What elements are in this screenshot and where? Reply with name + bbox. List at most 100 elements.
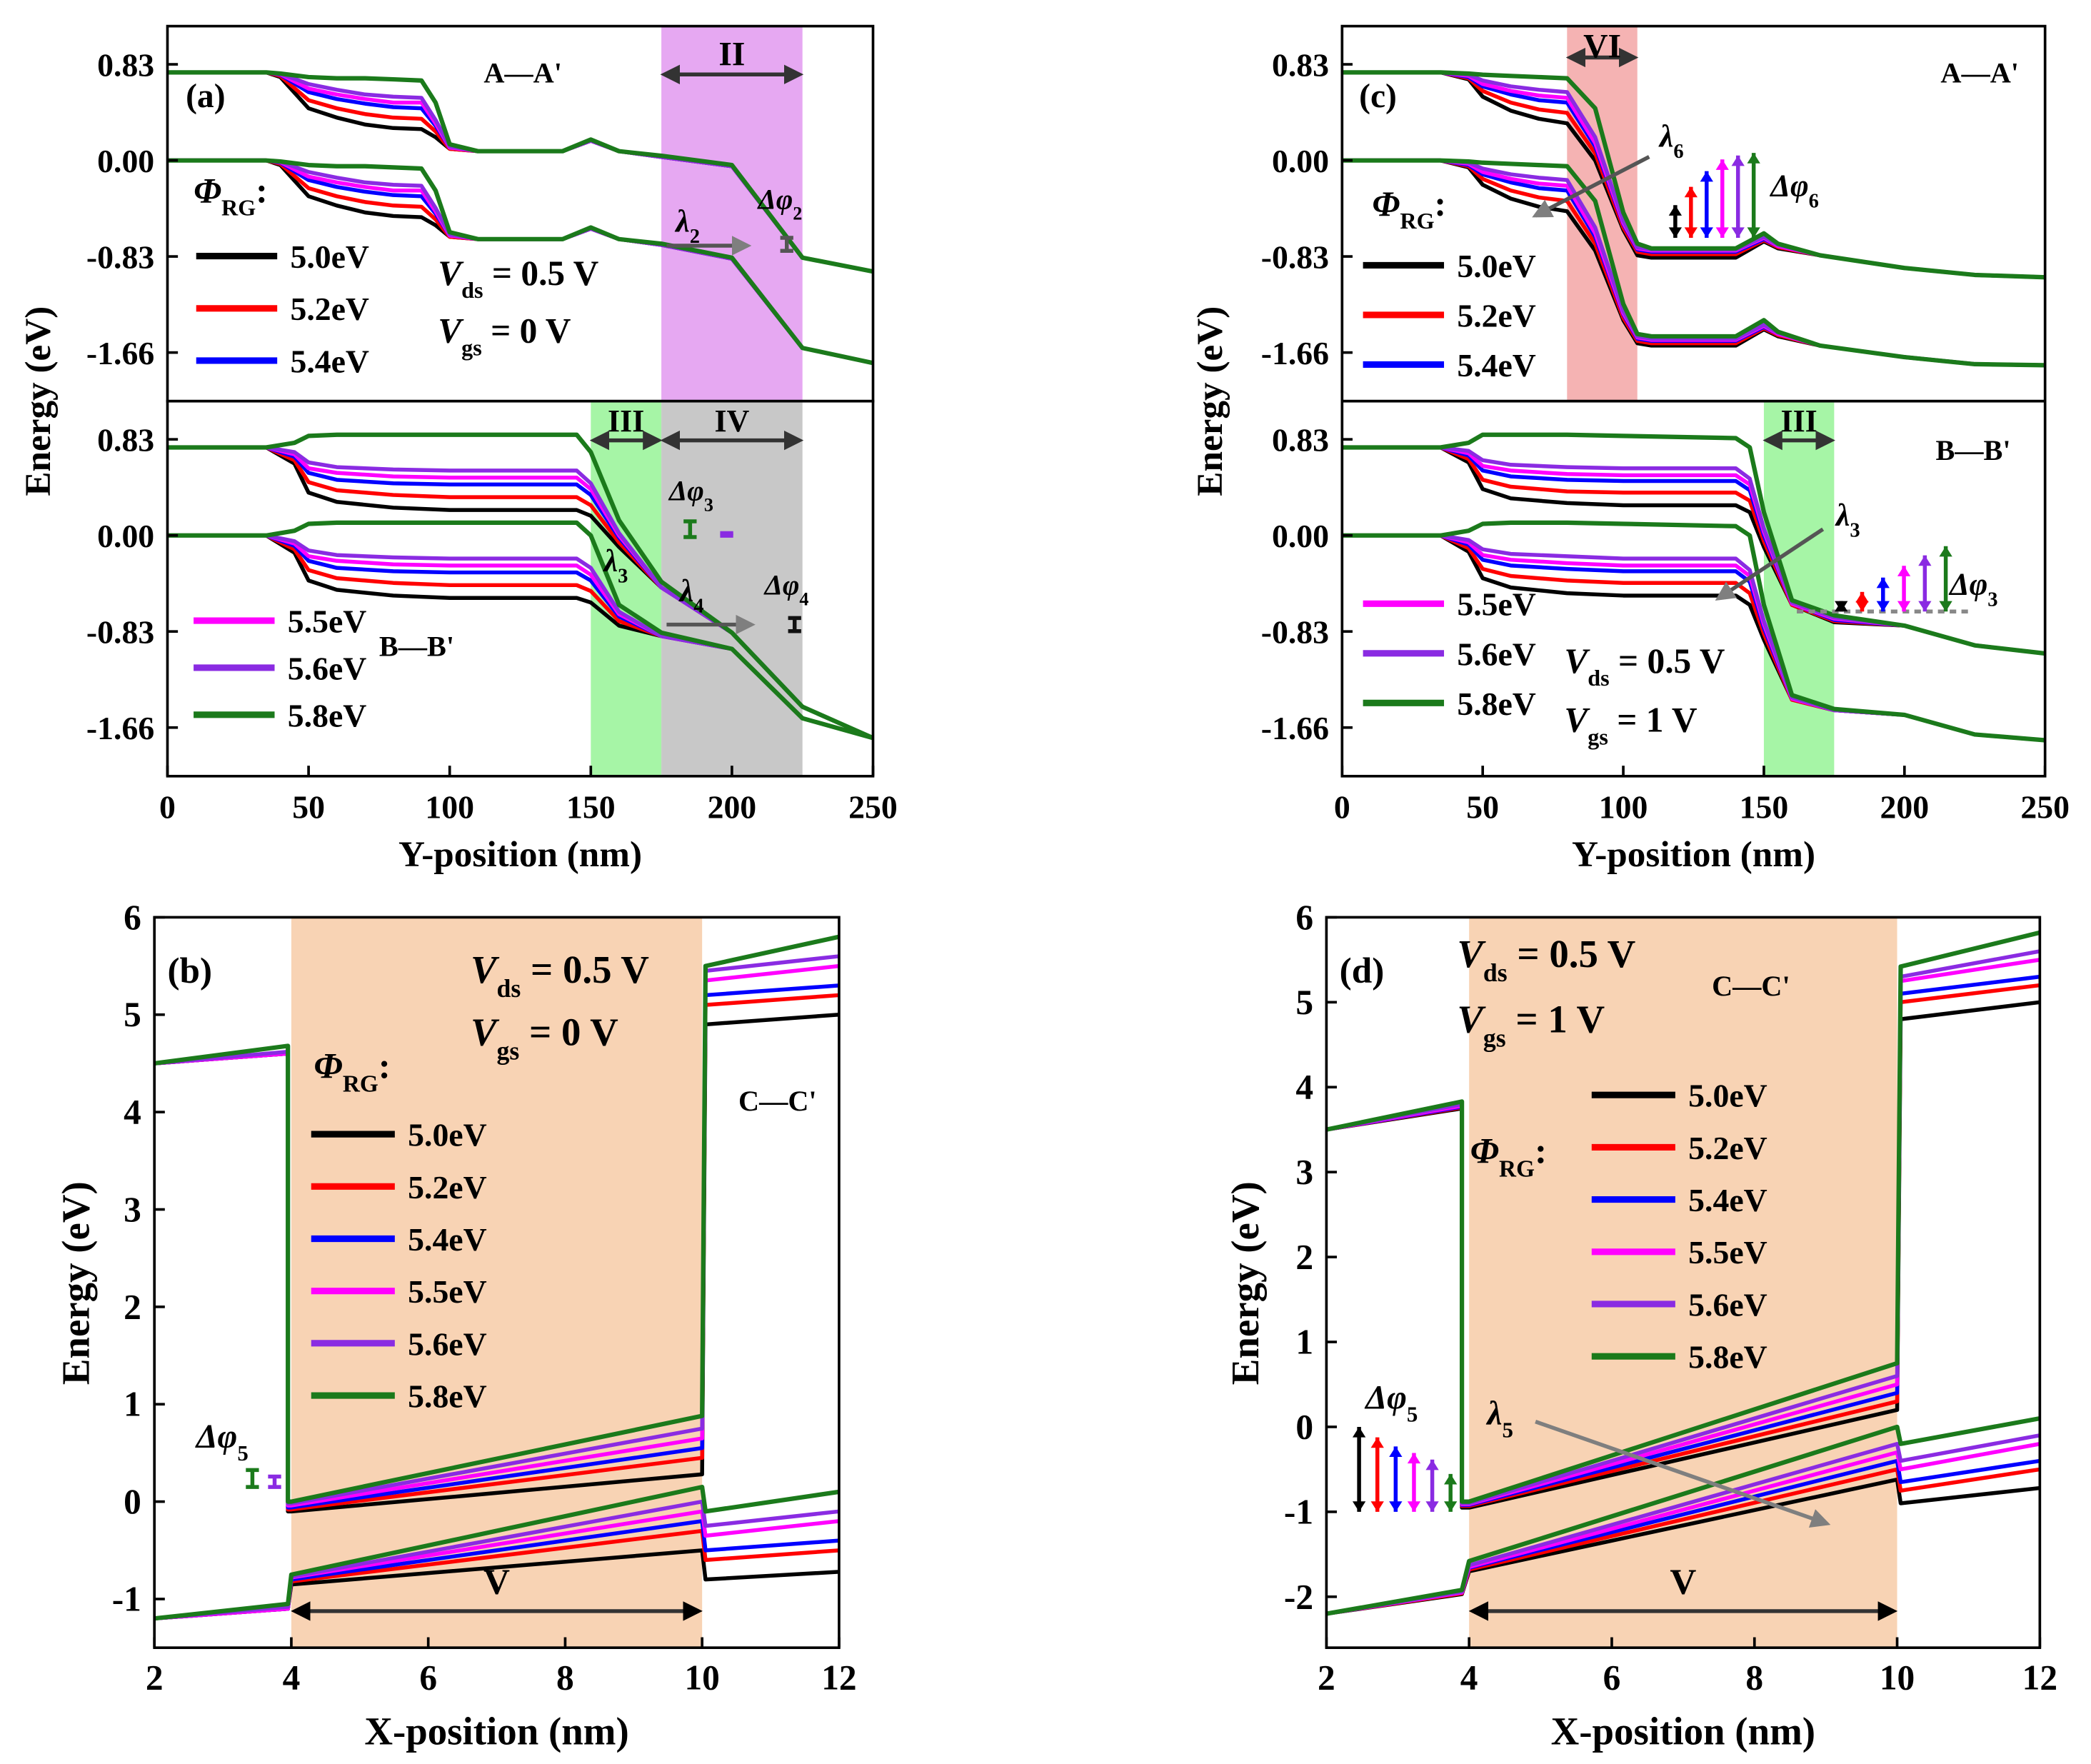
y-tick-label: 0.83 — [1272, 47, 1329, 84]
lambda-3-label-c: λ3 — [1835, 498, 1860, 542]
conduction-band-curve-5.8eV — [154, 934, 840, 1504]
x-tick-label: 6 — [1603, 1658, 1621, 1698]
legend-label-5.4eV-part: 5.4eV — [1457, 347, 1536, 384]
legend-label-5.2eV-part: 5.2eV — [408, 1169, 487, 1206]
delta-phi-3-arrow-c-tail-5.6eV — [1918, 601, 1932, 612]
lambda-3-label-part: λ — [603, 544, 618, 578]
y-tick-label-part: -1 — [1284, 1492, 1313, 1531]
y-axis-title-d-part: Energy (eV) — [1223, 1181, 1267, 1385]
lambda-4-label-part: 4 — [693, 595, 703, 617]
x-tick-label: 12 — [2022, 1658, 2057, 1698]
y-tick-label: 0.83 — [1272, 422, 1329, 458]
delta-phi-3-arrow-c-head-5.4eV — [1876, 577, 1890, 588]
section-label-c-top: A—A' — [1940, 56, 2019, 89]
legend-label-5.8eV: 5.8eV — [1457, 686, 1536, 722]
x-tick-label: 50 — [1466, 788, 1499, 825]
y-tick-label-part: 0.00 — [97, 518, 154, 554]
lambda-2-label-part: 2 — [690, 225, 700, 247]
condition-vds-d-part: ds — [1483, 958, 1508, 987]
delta-phi-6-arrow-tail-5.2eV — [1684, 227, 1698, 238]
y-tick-label: 2 — [1295, 1238, 1313, 1277]
x-tick-label-part: 0 — [1334, 788, 1350, 825]
region-III-shade — [1763, 401, 1835, 776]
conduction-band-curve-5.0eV — [1342, 445, 2045, 656]
delta-phi-3-label-part: 3 — [704, 494, 713, 515]
condition-vgs-b: Vgs = 0 V — [471, 1011, 618, 1066]
condition-vgs-d: Vgs = 1 V — [1457, 997, 1605, 1052]
delta-phi-6-arrow-tail-5.8eV — [1747, 227, 1760, 238]
x-tick-label-part: 6 — [419, 1658, 437, 1698]
legend-label-5.2eV: 5.2eV — [1457, 297, 1536, 334]
y-tick-label-part: 0.00 — [1272, 518, 1329, 554]
delta-phi-5-arrow-d-tail-5.2eV — [1370, 1501, 1384, 1512]
delta-phi-6-label: Δφ6 — [1769, 169, 1818, 211]
x-tick-label-part: 10 — [1880, 1658, 1915, 1698]
legend-label-5.2eV-part: 5.2eV — [1457, 297, 1536, 334]
delta-phi-5-label-b: Δφ5 — [195, 1418, 249, 1465]
y-tick-label-part: 5 — [124, 995, 141, 1034]
delta-phi-6-arrow-tail-5.6eV — [1731, 227, 1745, 238]
legend-label-5.2eV: 5.2eV — [1688, 1130, 1767, 1166]
region-label-IV-part: IV — [714, 404, 749, 439]
y-tick-label: 0 — [124, 1482, 141, 1521]
panel-label-d-part: (d) — [1340, 951, 1385, 991]
x-tick-label: 10 — [1880, 1658, 1915, 1698]
legend-header-a-part: Φ — [194, 171, 221, 211]
conduction-band-curve-5.8eV — [167, 70, 874, 274]
lambda-4-label-part: λ — [678, 574, 694, 608]
y-tick-label: 5 — [1295, 983, 1313, 1022]
delta-phi-5-label-b-part: Δφ — [195, 1418, 238, 1455]
legend-label-5.2eV-part: 5.2eV — [1688, 1130, 1767, 1166]
region-label-V-d: V — [1670, 1562, 1696, 1603]
y-tick-label-part: 0.00 — [1272, 143, 1329, 179]
legend-label-5.5eV-part: 5.5eV — [1688, 1234, 1767, 1271]
lambda-5-label: λ5 — [1485, 1395, 1513, 1441]
y-tick-label: -1 — [112, 1579, 141, 1618]
y-tick-label: 5 — [124, 995, 141, 1034]
y-tick-label-part: 2 — [1295, 1238, 1313, 1277]
legend-label-5.0eV: 5.0eV — [408, 1117, 487, 1153]
region-label-V: V — [483, 1562, 510, 1603]
panel-label-c: (c) — [1359, 78, 1397, 115]
x-axis-title-d: X-position (nm) — [1551, 1710, 1815, 1753]
x-tick-label: 150 — [566, 788, 616, 825]
legend-label-5.0eV-part: 5.0eV — [290, 239, 369, 275]
condition-vgs-b-part: V — [471, 1011, 500, 1054]
y-tick-label-part: -0.83 — [1261, 239, 1329, 276]
y-tick-label: -0.83 — [1261, 239, 1329, 276]
y-tick-label-part: 0.83 — [1272, 47, 1329, 84]
y-tick-label: 0.00 — [97, 143, 154, 179]
condition-vgs-a-part: gs — [461, 334, 482, 360]
x-tick-label: 4 — [1460, 1658, 1478, 1698]
delta-phi-5-arrow-d-head-5.6eV — [1425, 1459, 1439, 1470]
region-label-IV: IV — [714, 404, 749, 439]
section-label-c-bottom: B—B' — [1935, 434, 2010, 466]
x-tick-label-part: 12 — [821, 1658, 856, 1698]
legend-label-5.8eV-part: 5.8eV — [408, 1378, 487, 1415]
y-tick-label: 1 — [1295, 1322, 1313, 1361]
conduction-band-curve-5.6eV — [1342, 445, 2045, 656]
x-axis-title-b: X-position (nm) — [364, 1710, 628, 1753]
legend-label-5.5eV: 5.5eV — [1688, 1234, 1767, 1271]
panel-label-c-part: (c) — [1359, 78, 1397, 115]
y-tick-label-part: 1 — [1295, 1322, 1313, 1361]
x-tick-label-part: 2 — [146, 1658, 164, 1698]
delta-phi-6-arrow-tail-5.4eV — [1700, 227, 1713, 238]
legend-header-a-part: RG — [221, 195, 256, 221]
delta-phi-5-arrow-d-head-5.2eV — [1370, 1437, 1384, 1448]
lambda-3-arrow-c — [1715, 527, 1825, 601]
y-tick-label-part: -1.66 — [86, 710, 154, 746]
panel-label-d: (d) — [1340, 951, 1385, 991]
x-tick-label-part: 12 — [2022, 1658, 2057, 1698]
conduction-band-curve-5.5eV — [1342, 445, 2045, 656]
x-tick-label: 10 — [684, 1658, 719, 1698]
lambda-2-label-part: λ — [674, 204, 690, 239]
legend-label-5.5eV: 5.5eV — [1457, 586, 1536, 623]
condition-vds-c-part: V — [1564, 641, 1590, 681]
condition-vds-a-part: ds — [461, 277, 483, 303]
delta-phi-5-arrow-d-head-5.8eV — [1444, 1473, 1458, 1485]
delta-phi-5-label-d-part: Δφ — [1364, 1379, 1407, 1416]
delta-phi-3-arrow-c-tail-5.8eV — [1939, 601, 1952, 612]
